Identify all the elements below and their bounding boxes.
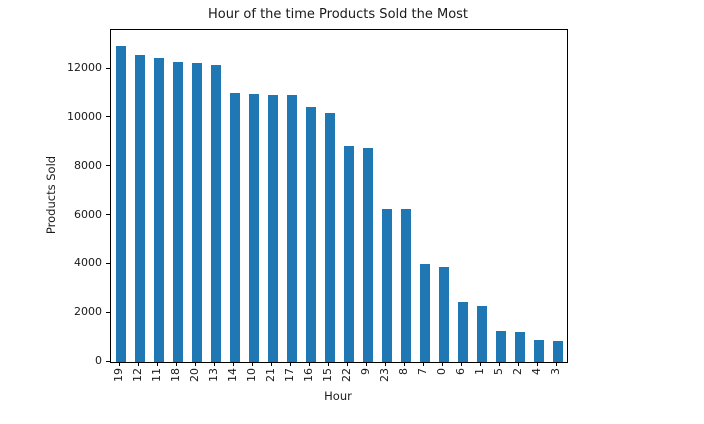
bar-hour-7 — [419, 264, 430, 362]
plot-area — [110, 29, 568, 363]
bar-hour-8 — [400, 208, 411, 362]
bar-hour-6 — [457, 302, 468, 362]
y-tick-mark — [106, 262, 110, 264]
x-tick-mark — [176, 362, 177, 366]
x-tick-label: 22 — [340, 368, 353, 382]
bar-hour-19 — [115, 45, 126, 362]
chart-title: Hour of the time Products Sold the Most — [207, 7, 469, 22]
x-tick-mark — [119, 362, 120, 366]
x-tick-mark — [537, 362, 538, 366]
x-tick-mark — [309, 362, 310, 366]
bar-hour-16 — [305, 107, 316, 362]
bar-hour-3 — [552, 341, 563, 362]
x-tick-mark — [233, 362, 234, 366]
x-tick-mark — [423, 362, 424, 366]
y-tick-label: 8000 — [74, 158, 102, 172]
x-tick-label: 7 — [416, 368, 429, 375]
x-tick-label: 1 — [473, 368, 486, 375]
x-tick-mark — [347, 362, 348, 366]
x-tick-mark — [252, 362, 253, 366]
x-tick-label: 21 — [264, 368, 277, 382]
y-tick-mark — [106, 311, 110, 313]
x-axis-label: Hour — [324, 389, 352, 403]
bar-hour-4 — [533, 340, 544, 362]
x-tick-label: 10 — [245, 368, 258, 382]
x-tick-mark — [480, 362, 481, 366]
y-tick-mark — [106, 214, 110, 216]
x-tick-label: 19 — [112, 368, 125, 382]
y-tick-label: 2000 — [74, 305, 102, 319]
x-tick-mark — [385, 362, 386, 366]
x-tick-mark — [271, 362, 272, 366]
x-tick-mark — [499, 362, 500, 366]
bar-hour-5 — [495, 330, 506, 362]
x-tick-label: 6 — [454, 368, 467, 375]
x-tick-label: 8 — [397, 368, 410, 375]
x-tick-mark — [157, 362, 158, 366]
x-tick-label: 4 — [530, 368, 543, 375]
x-tick-label: 17 — [283, 368, 296, 382]
x-tick-label: 13 — [207, 368, 220, 382]
bar-hour-22 — [343, 146, 354, 362]
x-tick-label: 23 — [378, 368, 391, 382]
bar-hour-23 — [381, 208, 392, 362]
bar-hour-20 — [191, 62, 202, 362]
x-tick-label: 14 — [226, 368, 239, 382]
bar-hour-1 — [476, 305, 487, 362]
x-tick-mark — [290, 362, 291, 366]
x-tick-mark — [518, 362, 519, 366]
x-tick-mark — [195, 362, 196, 366]
x-tick-mark — [404, 362, 405, 366]
y-tick-mark — [106, 165, 110, 167]
bar-hour-15 — [324, 113, 335, 362]
x-tick-label: 12 — [131, 368, 144, 382]
y-tick-label: 10000 — [67, 109, 102, 123]
y-tick-label: 4000 — [74, 256, 102, 270]
y-tick-mark — [106, 67, 110, 69]
x-tick-label: 0 — [435, 368, 448, 375]
bar-hour-10 — [248, 94, 259, 362]
x-tick-mark — [214, 362, 215, 366]
x-tick-mark — [366, 362, 367, 366]
x-tick-label: 20 — [188, 368, 201, 382]
x-tick-label: 15 — [321, 368, 334, 382]
x-tick-label: 5 — [492, 368, 505, 375]
bar-hour-0 — [438, 266, 449, 362]
y-tick-label: 6000 — [74, 207, 102, 221]
x-tick-mark — [556, 362, 557, 366]
x-tick-label: 3 — [549, 368, 562, 375]
x-tick-mark — [442, 362, 443, 366]
bar-hour-11 — [153, 58, 164, 362]
x-tick-mark — [328, 362, 329, 366]
bar-hour-9 — [362, 147, 373, 362]
y-tick-label: 12000 — [67, 61, 102, 75]
bar-hour-18 — [172, 61, 183, 362]
y-tick-mark — [106, 360, 110, 362]
x-tick-mark — [138, 362, 139, 366]
bar-hour-14 — [229, 92, 240, 362]
x-tick-label: 9 — [359, 368, 372, 375]
bar-hour-12 — [134, 54, 145, 362]
x-tick-label: 18 — [169, 368, 182, 382]
x-tick-mark — [461, 362, 462, 366]
bar-hour-17 — [286, 95, 297, 362]
bar-hour-21 — [267, 94, 278, 362]
x-tick-label: 2 — [511, 368, 524, 375]
y-tick-mark — [106, 116, 110, 118]
bar-hour-13 — [210, 65, 221, 362]
x-tick-label: 16 — [302, 368, 315, 382]
bar-hour-2 — [514, 332, 525, 362]
x-tick-label: 11 — [150, 368, 163, 382]
y-tick-label: 0 — [95, 354, 102, 367]
